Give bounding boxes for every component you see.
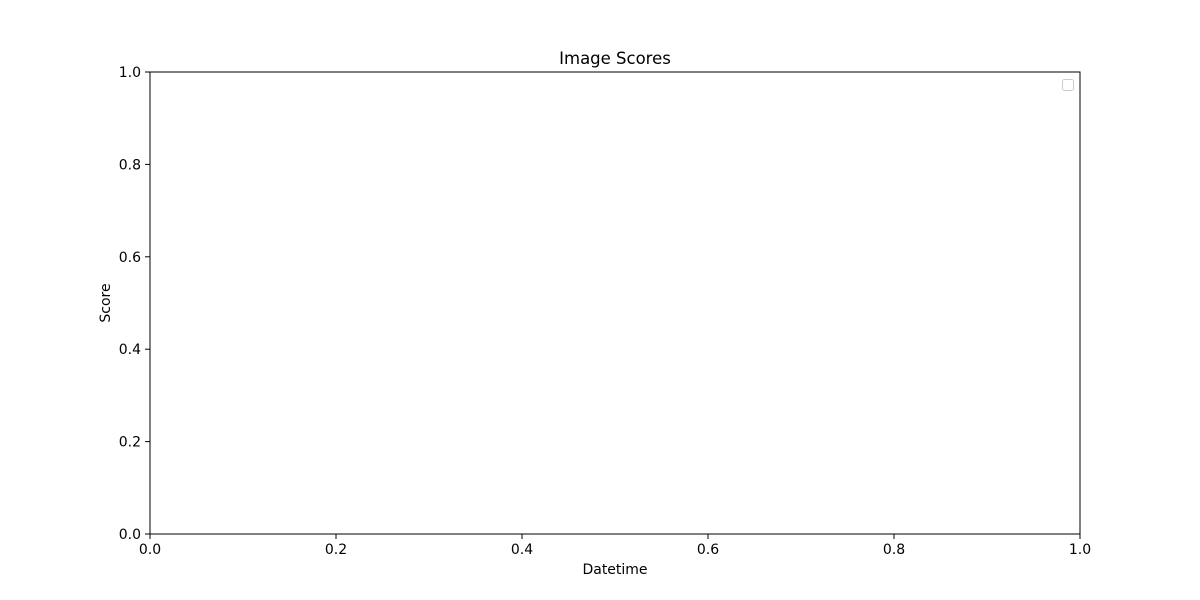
- y-tick-label: 0.8: [119, 157, 141, 173]
- x-tick-label: 0.6: [697, 542, 719, 558]
- x-tick-label: 0.2: [325, 542, 347, 558]
- y-tick-label: 1.0: [119, 65, 141, 81]
- x-tick-label: 0.4: [511, 542, 533, 558]
- x-axis-label: Datetime: [582, 562, 647, 578]
- x-tick-label: 1.0: [1069, 542, 1091, 558]
- y-tick-label: 0.0: [119, 527, 141, 543]
- legend-box: [1062, 79, 1074, 91]
- y-axis-ticks: 0.0 0.2 0.4 0.6 0.8 1.0: [119, 65, 150, 543]
- x-axis-ticks: 0.0 0.2 0.4 0.6 0.8 1.0: [139, 534, 1091, 558]
- y-axis-label: Score: [98, 283, 114, 322]
- y-tick-label: 0.6: [119, 250, 141, 266]
- plot-area: [150, 72, 1080, 534]
- y-tick-label: 0.4: [119, 342, 141, 358]
- y-tick-label: 0.2: [119, 435, 141, 451]
- x-tick-label: 0.0: [139, 542, 161, 558]
- x-tick-label: 0.8: [883, 542, 905, 558]
- chart-title: Image Scores: [559, 49, 671, 68]
- plot-frame: [149, 71, 1081, 535]
